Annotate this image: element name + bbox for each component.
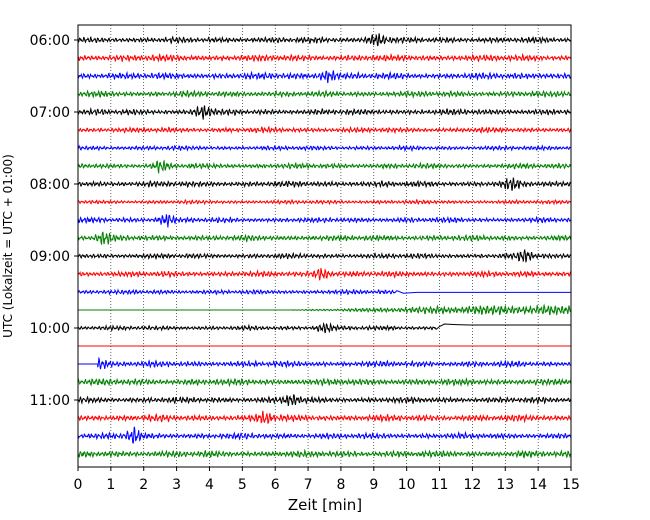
x-tick-label: 11 [431,477,449,493]
trace-0730 [77,144,572,153]
x-tick-label: 13 [496,477,514,493]
trace-0600 [77,33,572,47]
x-tick-label: 1 [106,477,115,493]
x-tick-label: 2 [139,477,148,493]
trace-1145 [77,448,572,460]
trace-0930 [77,288,571,296]
trace-0630 [77,69,572,84]
y-tick-label: 10:00 [30,321,70,337]
trace-0830 [77,214,572,228]
x-tick-label: 8 [336,477,345,493]
x-tick-label: 4 [205,477,214,493]
trace-0915 [77,267,572,281]
y-tick-label: 09:00 [30,249,70,265]
x-tick-label: 9 [369,477,378,493]
trace-0945 [78,303,572,316]
x-tick-label: 6 [271,477,280,493]
trace-0815 [77,198,572,206]
x-axis-label: Zeit [min] [288,496,362,514]
trace-0900 [77,249,572,263]
trace-1000 [77,322,571,334]
y-tick-label: 07:00 [30,105,70,121]
y-tick-label: 08:00 [30,177,70,193]
trace-1130 [77,426,572,444]
y-tick-label: 11:00 [30,393,70,409]
trace-0845 [77,231,572,246]
x-tick-label: 5 [238,477,247,493]
trace-1045 [77,377,572,388]
x-tick-label: 14 [529,477,547,493]
x-tick-label: 12 [463,477,481,493]
plot-frame [77,24,572,468]
trace-0700 [77,105,572,120]
x-tick-label: 0 [74,477,83,493]
x-axis: 0 1 2 3 4 5 6 7 8 9 10 11 12 13 14 15 [74,467,580,493]
trace-0715 [77,125,572,135]
trace-0745 [77,159,572,175]
trace-1100 [77,394,572,406]
x-tick-label: 7 [304,477,313,493]
trace-1030 [78,356,572,370]
trace-0615 [77,52,572,63]
x-tick-label: 3 [172,477,181,493]
trace-1115 [77,410,572,424]
x-tick-label: 10 [398,477,416,493]
trace-0800 [77,177,572,191]
trace-0645 [78,89,572,99]
x-tick-label: 15 [562,477,580,493]
trace-group [77,33,572,460]
y-tick-label: 06:00 [30,33,70,49]
y-axis: 06:00 07:00 08:00 09:00 10:00 11:00 [30,33,78,409]
y-axis-label: UTC (Lokalzeit = UTC + 01:00) [1,154,15,338]
